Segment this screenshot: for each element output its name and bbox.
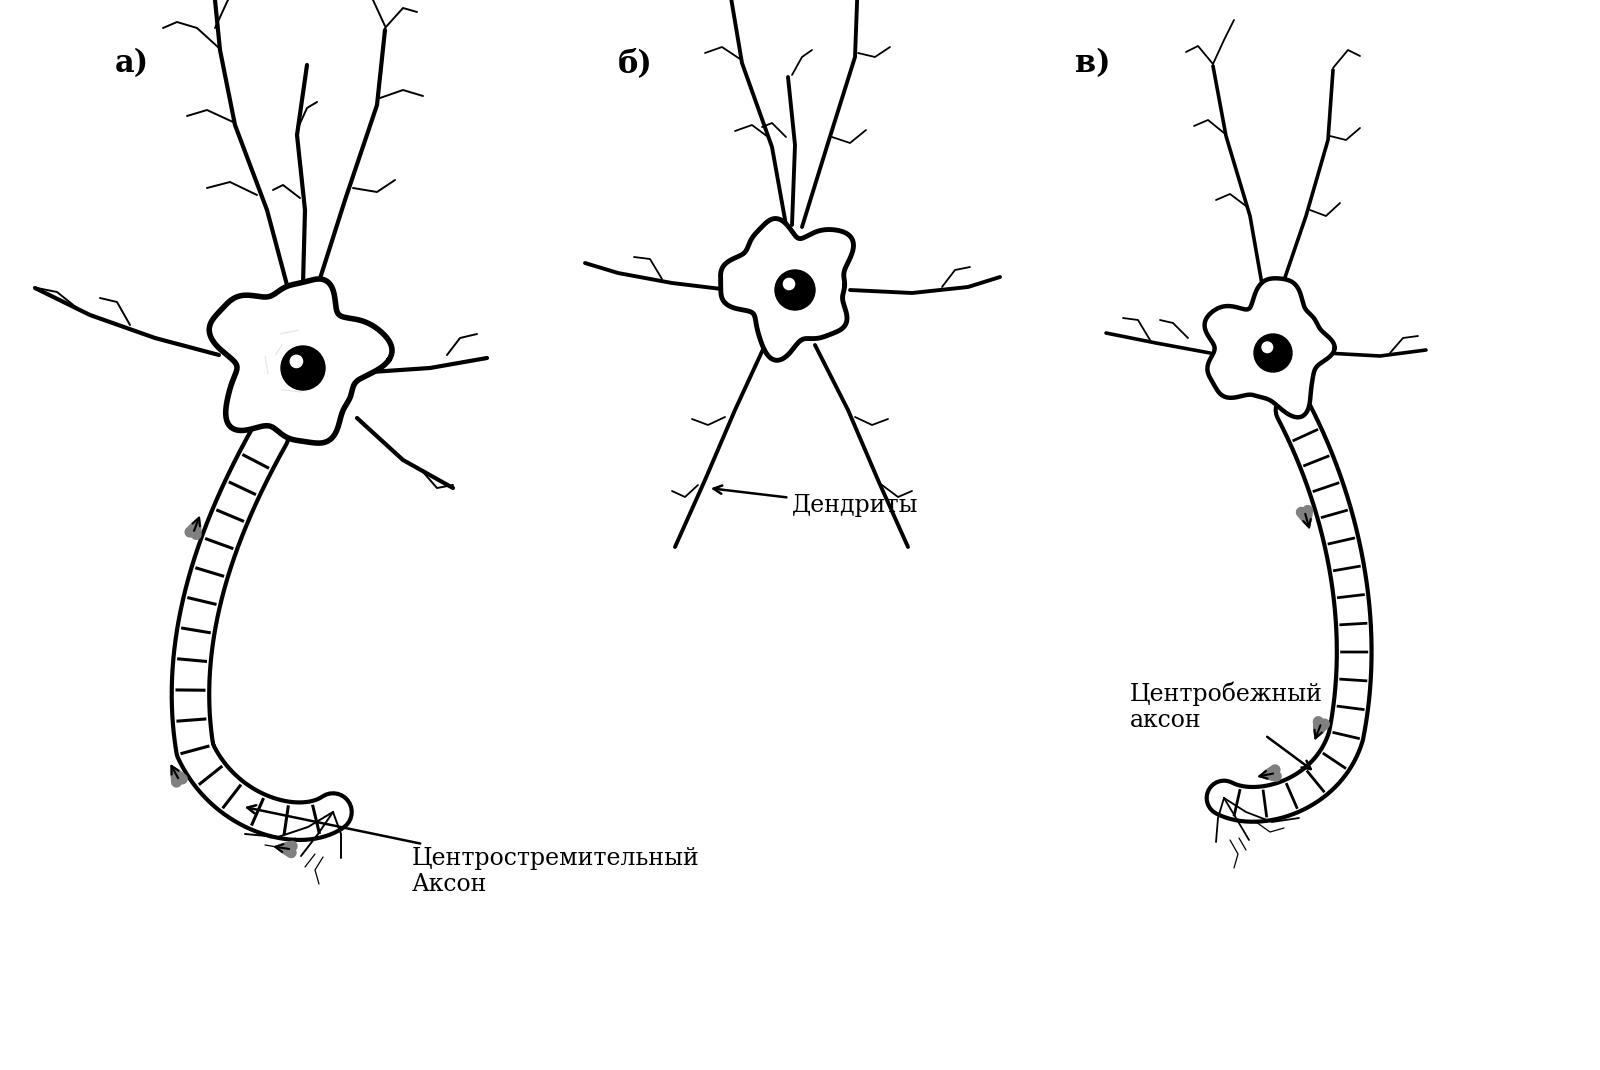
Text: Центробежный
аксон: Центробежный аксон [1130, 682, 1323, 769]
Polygon shape [210, 279, 392, 443]
Circle shape [774, 270, 814, 310]
Circle shape [290, 355, 302, 368]
Text: Дендриты: Дендриты [714, 486, 918, 517]
Circle shape [784, 278, 795, 290]
Text: Центростремительный
Аксон: Центростремительный Аксон [248, 806, 699, 897]
Text: б): б) [618, 48, 653, 79]
Circle shape [282, 346, 325, 389]
Polygon shape [1205, 278, 1334, 417]
Circle shape [1254, 334, 1293, 372]
Polygon shape [720, 218, 853, 361]
Text: а): а) [115, 48, 149, 79]
Circle shape [1262, 342, 1272, 353]
Text: в): в) [1075, 48, 1110, 79]
